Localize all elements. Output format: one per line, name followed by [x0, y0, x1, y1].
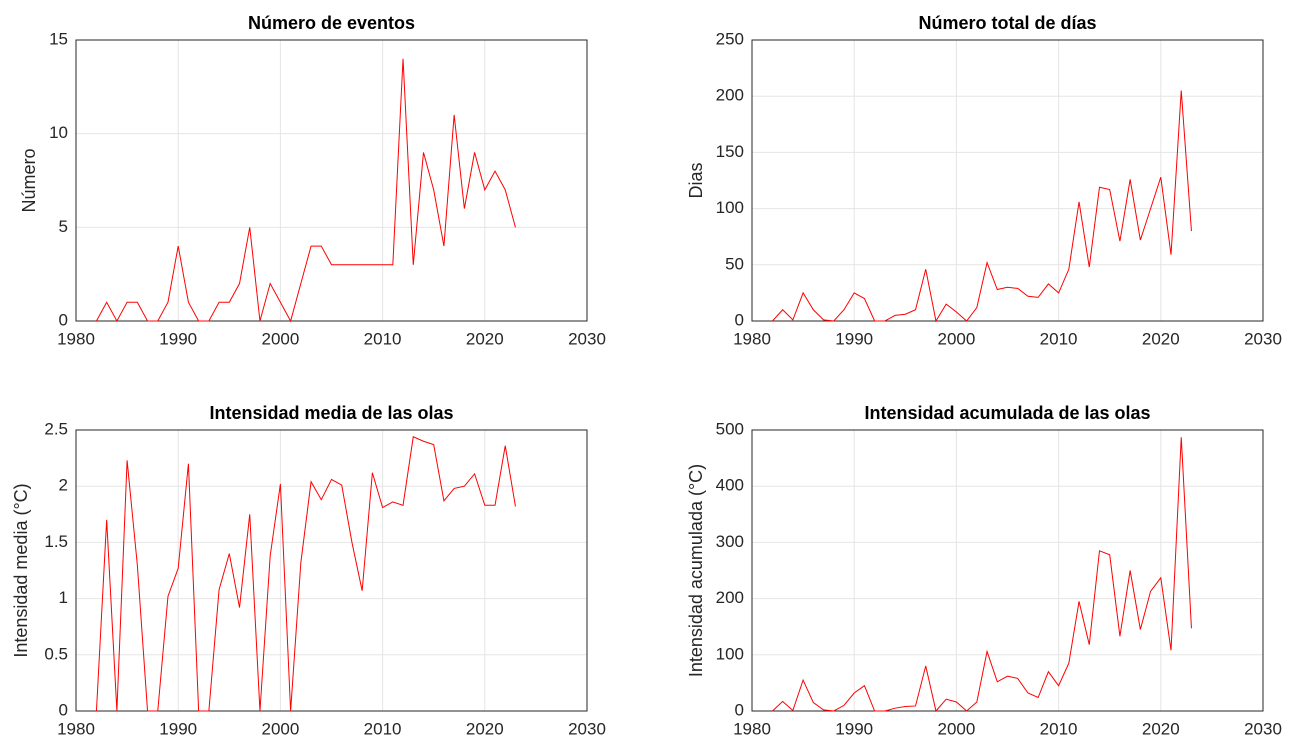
x-tick-label: 2030: [1244, 719, 1282, 738]
y-tick-label: 15: [49, 29, 68, 48]
y-tick-label: 0: [735, 310, 744, 329]
y-tick-label: 2: [59, 476, 68, 495]
x-tick-label: 1990: [835, 329, 873, 348]
x-tick-label: 1980: [733, 719, 771, 738]
chart-title: Intensidad media de las olas: [209, 403, 453, 423]
x-tick-label: 2030: [1244, 329, 1282, 348]
y-tick-label: 5: [59, 217, 68, 236]
x-tick-label: 2000: [937, 719, 975, 738]
y-tick-label: 50: [725, 254, 744, 273]
x-tick-label: 2020: [466, 719, 504, 738]
y-tick-label: 200: [716, 86, 744, 105]
y-tick-label: 500: [716, 419, 744, 438]
data-line: [772, 90, 1192, 323]
y-tick-label: 300: [716, 532, 744, 551]
y-axis-label: Dias: [686, 162, 706, 198]
x-tick-label: 1990: [159, 719, 197, 738]
x-tick-label: 2020: [1142, 329, 1180, 348]
x-tick-label: 1980: [57, 329, 95, 348]
chart-title: Número de eventos: [248, 13, 415, 33]
y-tick-label: 400: [716, 476, 744, 495]
chart-title: Número total de días: [918, 13, 1096, 33]
data-line: [96, 58, 516, 323]
chart-title: Intensidad acumulada de las olas: [864, 403, 1150, 423]
x-tick-label: 2030: [568, 719, 606, 738]
y-axis-label: Número: [19, 148, 39, 212]
y-tick-label: 0: [735, 700, 744, 719]
y-tick-label: 10: [49, 123, 68, 142]
y-tick-label: 100: [716, 198, 744, 217]
y-tick-label: 100: [716, 644, 744, 663]
axes-frame: [75, 429, 588, 712]
x-tick-label: 2000: [261, 719, 299, 738]
x-tick-label: 2010: [364, 719, 402, 738]
x-tick-label: 1990: [159, 329, 197, 348]
x-tick-label: 2030: [568, 329, 606, 348]
axes-frame: [751, 429, 1264, 712]
y-tick-label: 1: [59, 588, 68, 607]
x-tick-label: 1980: [57, 719, 95, 738]
y-tick-label: 1.5: [44, 532, 68, 551]
y-tick-label: 2.5: [44, 419, 68, 438]
y-tick-label: 150: [716, 142, 744, 161]
y-axis-label: Intensidad acumulada (°C): [686, 464, 706, 677]
x-tick-label: 2000: [937, 329, 975, 348]
axes-frame: [751, 39, 1264, 322]
x-tick-label: 2010: [364, 329, 402, 348]
y-tick-label: 0: [59, 310, 68, 329]
y-tick-label: 200: [716, 588, 744, 607]
x-tick-label: 1990: [835, 719, 873, 738]
y-tick-label: 250: [716, 29, 744, 48]
x-tick-label: 2020: [466, 329, 504, 348]
x-tick-label: 2000: [261, 329, 299, 348]
y-axis-label: Intensidad media (°C): [11, 483, 31, 657]
data-line: [772, 437, 1192, 713]
y-tick-label: 0.5: [44, 644, 68, 663]
data-line: [95, 436, 516, 712]
axes-frame: [75, 39, 588, 322]
x-tick-label: 2010: [1040, 329, 1078, 348]
x-tick-label: 2010: [1040, 719, 1078, 738]
y-tick-label: 0: [59, 700, 68, 719]
x-tick-label: 2020: [1142, 719, 1180, 738]
x-tick-label: 1980: [733, 329, 771, 348]
